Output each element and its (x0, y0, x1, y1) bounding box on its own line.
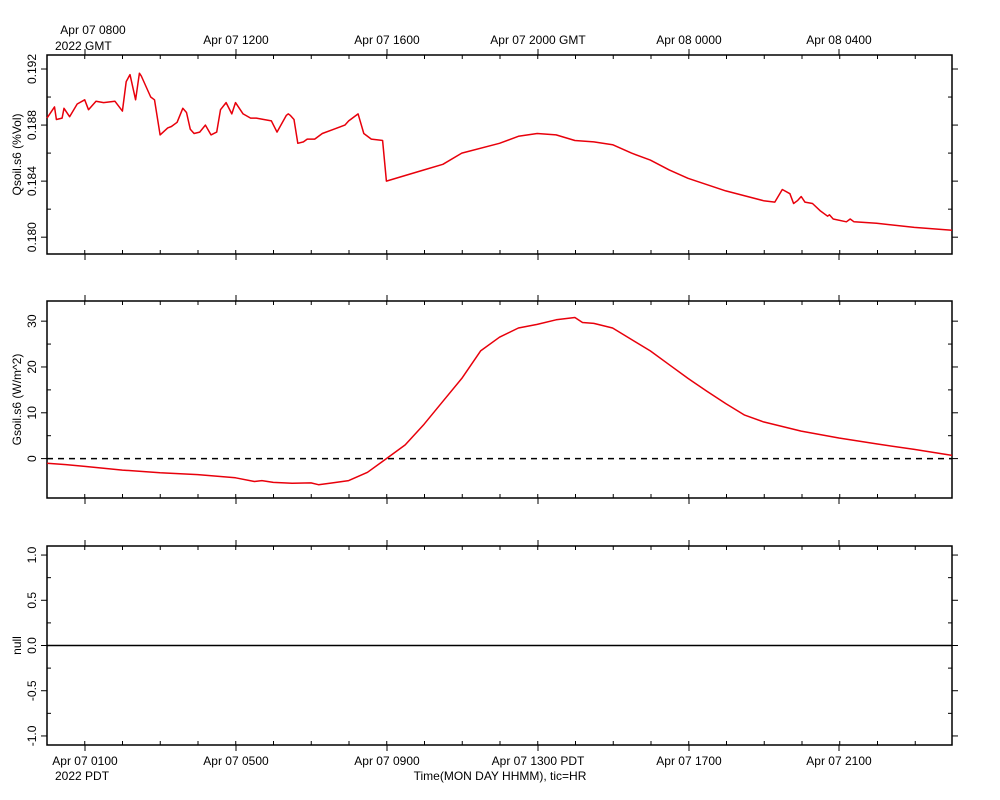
y-ticks: -1.0 -0.5 0.0 0.5 1.0 (25, 546, 958, 746)
y-tick-label: 0.188 (25, 110, 39, 140)
top-tick-label-5: Apr 08 0400 (806, 33, 872, 47)
x-ticks (46, 540, 916, 751)
y-tick-label: 0.5 (25, 592, 39, 609)
y-tick-label: 0.180 (25, 222, 39, 252)
top-tick-label-3: Apr 07 2000 GMT (490, 33, 586, 47)
y-tick-label: 0.192 (25, 54, 39, 84)
bottom-tick-label-1: Apr 07 0500 (203, 754, 269, 768)
bottom-tick-label-3: Apr 07 1300 PDT (492, 754, 585, 768)
top-year-label: 2022 GMT (55, 39, 112, 53)
panel-null: -1.0 -0.5 0.0 0.5 1.0 null (10, 540, 958, 751)
panel-gsoil: 0 10 20 30 Gsoil.s6 (W/m^2) (10, 295, 958, 504)
x-ticks (46, 295, 916, 504)
y-tick-label: -1.0 (25, 725, 39, 746)
plot-frame (46, 300, 953, 499)
bottom-tick-label-4: Apr 07 1700 (656, 754, 722, 768)
bottom-year-label: 2022 PDT (55, 769, 110, 783)
series-line (46, 316, 953, 486)
top-axis: Apr 07 0800 2022 GMT Apr 07 1200 Apr 07 … (55, 23, 872, 53)
y-tick-label: 0.0 (25, 637, 39, 654)
top-tick-label-1: Apr 07 1200 (203, 33, 269, 47)
y-ticks: 0 10 20 30 (25, 314, 958, 462)
top-tick-label-4: Apr 08 0000 (656, 33, 722, 47)
y-tick-label: 20 (25, 360, 39, 374)
top-tick-label-2: Apr 07 1600 (354, 33, 420, 47)
y-tick-label: 10 (25, 406, 39, 420)
y-tick-label: 0 (25, 455, 39, 462)
y-axis-label: null (10, 636, 24, 655)
y-tick-label: 0.184 (25, 166, 39, 196)
y-axis-label: Gsoil.s6 (W/m^2) (10, 354, 24, 446)
y-tick-label: 30 (25, 314, 39, 328)
x-axis-title: Time(MON DAY HHMM), tic=HR (414, 769, 587, 783)
top-tick-label-0: Apr 07 0800 (60, 23, 126, 37)
bottom-tick-label-0: Apr 07 0100 (52, 754, 118, 768)
bottom-axis: Apr 07 0100 Apr 07 0500 Apr 07 0900 Apr … (52, 754, 872, 783)
y-ticks: 0.180 0.184 0.188 0.192 (25, 54, 958, 252)
y-axis-label: Qsoil.s6 (%Vol) (10, 113, 24, 195)
y-tick-label: -0.5 (25, 680, 39, 701)
bottom-tick-label-5: Apr 07 2100 (806, 754, 872, 768)
x-ticks (46, 49, 916, 260)
y-tick-label: 1.0 (25, 546, 39, 563)
bottom-tick-label-2: Apr 07 0900 (354, 754, 420, 768)
series-line (46, 72, 953, 231)
panel-qsoil: 0.180 0.184 0.188 0.192 Qsoil.s6 (%Vol) (10, 49, 958, 260)
plot-frame (46, 54, 953, 255)
